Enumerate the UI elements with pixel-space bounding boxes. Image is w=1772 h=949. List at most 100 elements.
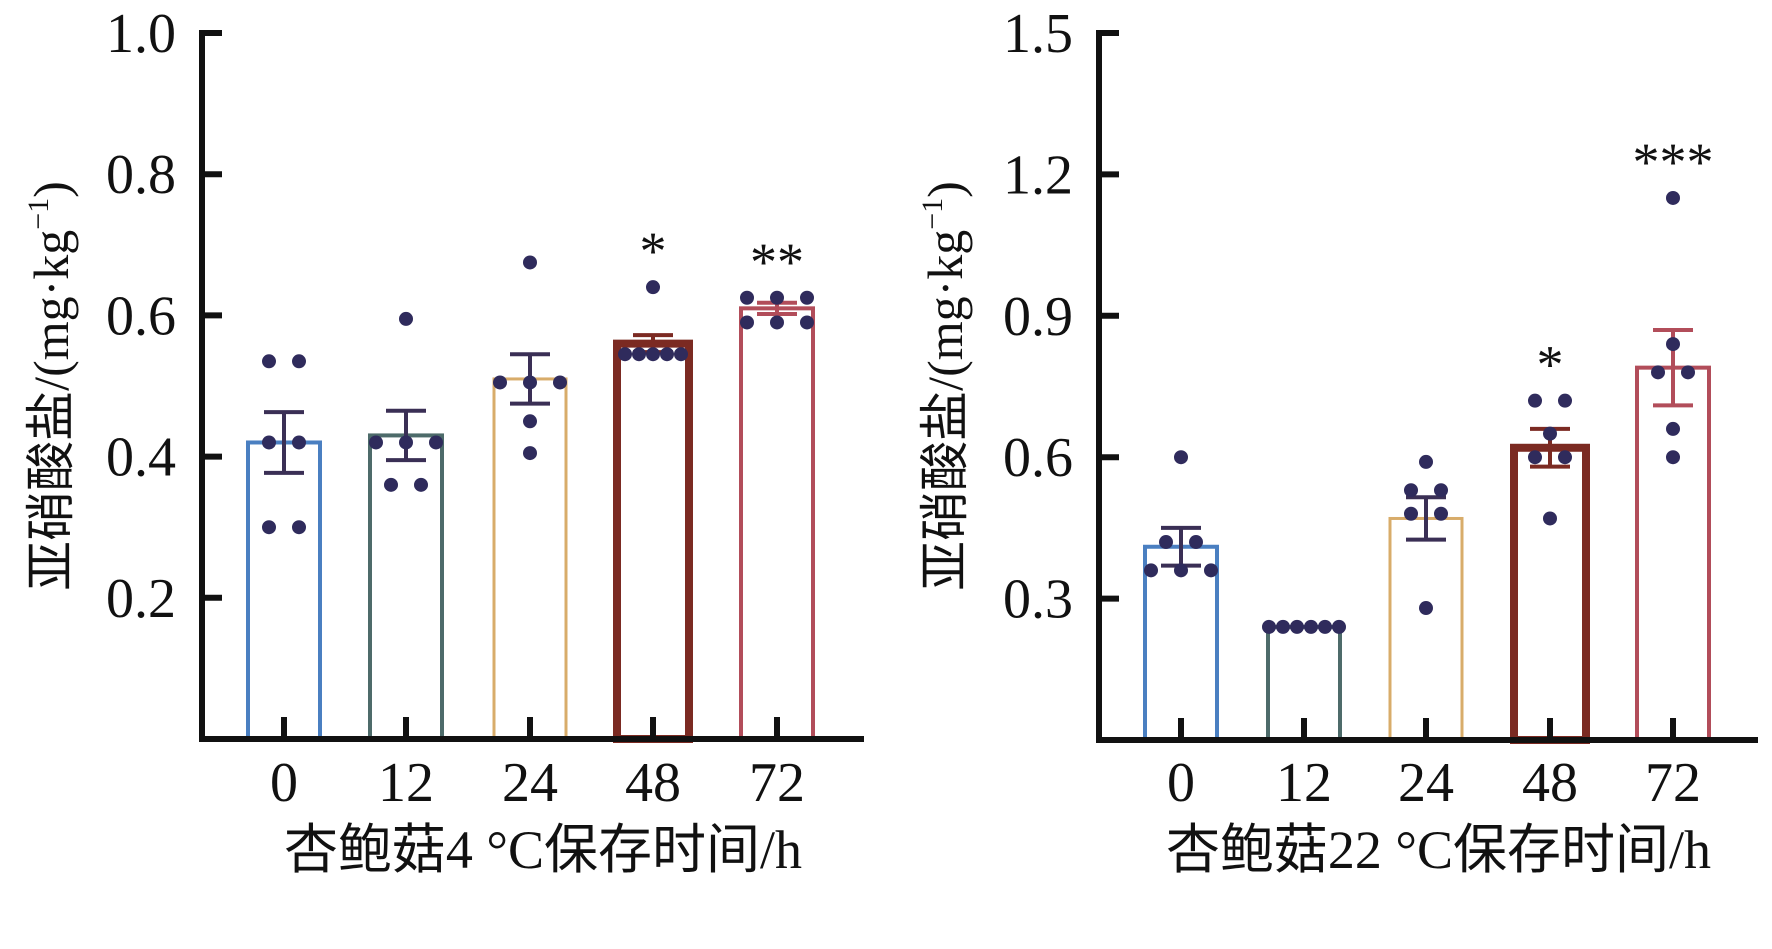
data-point — [262, 520, 276, 535]
y-axis-label-main: 亚硝酸盐/(mg·kg — [23, 230, 79, 591]
data-point — [1189, 535, 1203, 550]
data-point — [1651, 365, 1665, 380]
data-point — [1543, 426, 1557, 441]
y-axis-label: 亚硝酸盐/(mg·kg−1) — [22, 181, 79, 591]
data-point — [1434, 506, 1448, 521]
data-point — [262, 435, 276, 450]
data-point — [1528, 450, 1542, 465]
data-point — [1666, 190, 1680, 205]
data-point — [292, 520, 306, 535]
data-point — [770, 290, 784, 305]
data-point — [399, 435, 413, 450]
data-point — [553, 375, 567, 390]
bar-72 — [739, 306, 815, 741]
data-point — [1304, 619, 1318, 634]
x-tick-label: 72 — [749, 752, 805, 814]
bar-48 — [1510, 443, 1590, 744]
data-point — [800, 315, 814, 330]
y-axis-label: 亚硝酸盐/(mg·kg−1) — [916, 181, 973, 591]
data-point — [618, 347, 632, 362]
data-point — [523, 255, 537, 270]
data-point — [523, 414, 537, 429]
data-point — [1543, 511, 1557, 526]
data-point — [1262, 619, 1276, 634]
bar-24 — [492, 377, 568, 741]
data-point — [1558, 393, 1572, 408]
x-tick-label: 0 — [1167, 752, 1195, 814]
data-point — [1666, 421, 1680, 436]
data-point — [414, 477, 428, 492]
significance-marker: ** — [750, 232, 804, 292]
y-tick-label: 0.3 — [1003, 569, 1073, 631]
data-point — [632, 347, 646, 362]
data-point — [1558, 450, 1572, 465]
data-point — [1434, 483, 1448, 498]
y-tick-label: 1.2 — [1003, 144, 1073, 206]
y-tick-label: 0.6 — [1003, 427, 1073, 489]
x-tick-label: 0 — [270, 752, 298, 814]
bar-48 — [613, 339, 693, 743]
x-axis-label: 杏鲍菇4 °C保存时间/h — [284, 820, 802, 880]
data-point — [493, 375, 507, 390]
data-point — [646, 280, 660, 295]
x-tick-label: 48 — [625, 752, 681, 814]
y-axis-label-close: ) — [23, 181, 79, 198]
x-axis-label: 杏鲍菇22 °C保存时间/h — [1166, 820, 1711, 880]
x-tick-label: 24 — [1398, 752, 1454, 814]
data-point — [1144, 563, 1158, 578]
y-axis-label-main: 亚硝酸盐/(mg·kg — [917, 230, 973, 591]
data-point — [1332, 619, 1346, 634]
data-point — [1666, 450, 1680, 465]
data-point — [429, 435, 443, 450]
data-point — [1290, 619, 1304, 634]
y-tick-label: 0.6 — [106, 285, 176, 347]
y-tick-label: 1.0 — [106, 3, 176, 65]
y-axis-label-superscript: −1 — [22, 198, 55, 230]
x-tick-label: 12 — [378, 752, 434, 814]
y-tick-label: 0.8 — [106, 144, 176, 206]
y-tick-label: 0.9 — [1003, 286, 1073, 348]
data-point — [369, 435, 383, 450]
significance-marker: * — [1537, 335, 1564, 395]
data-point — [1404, 483, 1418, 498]
data-point — [660, 347, 674, 362]
data-point — [1318, 619, 1332, 634]
data-point — [740, 290, 754, 305]
bar-0 — [246, 440, 322, 741]
bar-12 — [368, 433, 444, 741]
data-point — [740, 315, 754, 330]
data-point — [523, 446, 537, 461]
x-tick-label: 48 — [1522, 752, 1578, 814]
data-point — [292, 354, 306, 369]
bar-0 — [1143, 544, 1219, 743]
data-point — [262, 354, 276, 369]
y-tick-label: 0.4 — [106, 427, 176, 489]
x-tick-label: 12 — [1276, 752, 1332, 814]
data-point — [1419, 454, 1433, 469]
data-point — [1419, 601, 1433, 616]
data-point — [1404, 506, 1418, 521]
significance-marker: * — [640, 221, 667, 281]
x-tick-label: 72 — [1645, 752, 1701, 814]
data-point — [770, 315, 784, 330]
data-point — [646, 347, 660, 362]
data-point — [523, 375, 537, 390]
y-axis-label-superscript: −1 — [916, 198, 949, 230]
data-point — [1204, 563, 1218, 578]
data-point — [399, 311, 413, 326]
data-point — [1528, 393, 1542, 408]
significance-marker: *** — [1633, 132, 1714, 192]
data-point — [1666, 337, 1680, 352]
data-point — [292, 435, 306, 450]
y-tick-label: 1.5 — [1003, 3, 1073, 65]
data-point — [1159, 535, 1173, 550]
data-point — [1174, 450, 1188, 465]
x-tick-label: 24 — [502, 752, 558, 814]
bar-24 — [1388, 516, 1464, 742]
data-point — [1681, 365, 1695, 380]
y-axis-label-close: ) — [917, 181, 973, 198]
data-point — [384, 477, 398, 492]
data-point — [674, 347, 688, 362]
